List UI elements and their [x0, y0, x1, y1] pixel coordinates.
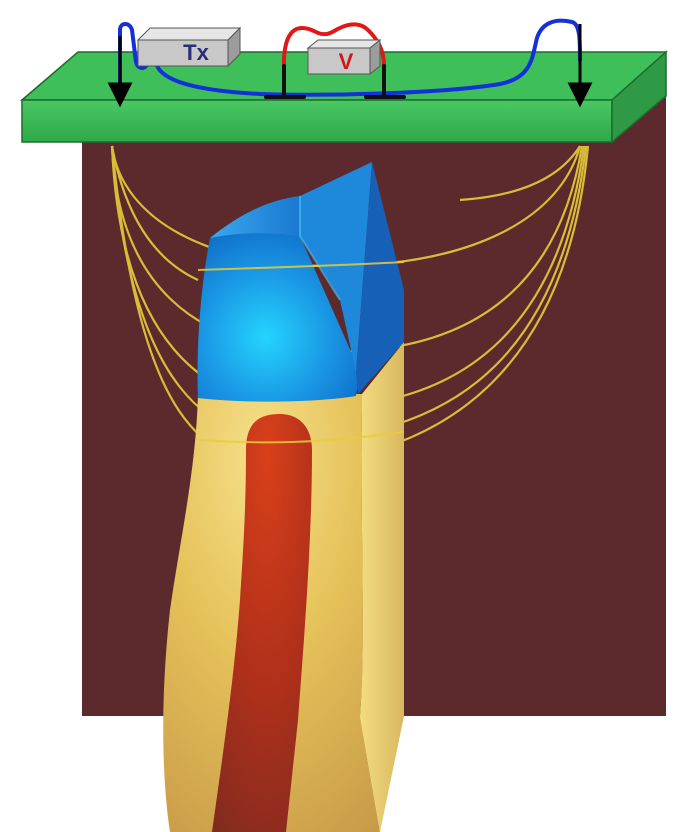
- surface-plate: [19, 50, 668, 144]
- transmitter-label: Tx: [183, 40, 209, 65]
- conductive-body-notch: [300, 162, 372, 372]
- current-line-front-2: [199, 431, 405, 444]
- conductive-body: [197, 162, 404, 402]
- voltmeter-box: V: [306, 38, 382, 76]
- surface-plate-side: [611, 50, 667, 144]
- electrode-icon: [364, 64, 406, 99]
- conductive-body-right: [356, 162, 404, 394]
- arrow-down-icon: [567, 24, 593, 108]
- voltmeter-box-front: [307, 47, 371, 75]
- conductive-body-back-left: [210, 196, 300, 238]
- current-line-7: [459, 145, 581, 202]
- electrode-icon: [264, 64, 306, 99]
- transmitter-wire: [118, 18, 582, 98]
- current-line-6: [110, 145, 199, 281]
- transmitter-box-top: [136, 27, 242, 41]
- host-column-side: [360, 342, 404, 832]
- voltmeter-label: V: [339, 49, 354, 74]
- current-flow-lines-front: [197, 261, 405, 444]
- voltmeter-box-top: [306, 39, 382, 49]
- transmitter-box-front: [137, 39, 229, 67]
- conductive-body-front: [197, 232, 360, 402]
- surface-plate-front: [21, 99, 613, 143]
- inner-core: [212, 414, 312, 832]
- arrow-down-icon: [107, 36, 133, 108]
- transmitter-box: Tx: [136, 26, 242, 68]
- conductive-body-ridge: [299, 196, 341, 301]
- current-line-front-1: [197, 261, 405, 271]
